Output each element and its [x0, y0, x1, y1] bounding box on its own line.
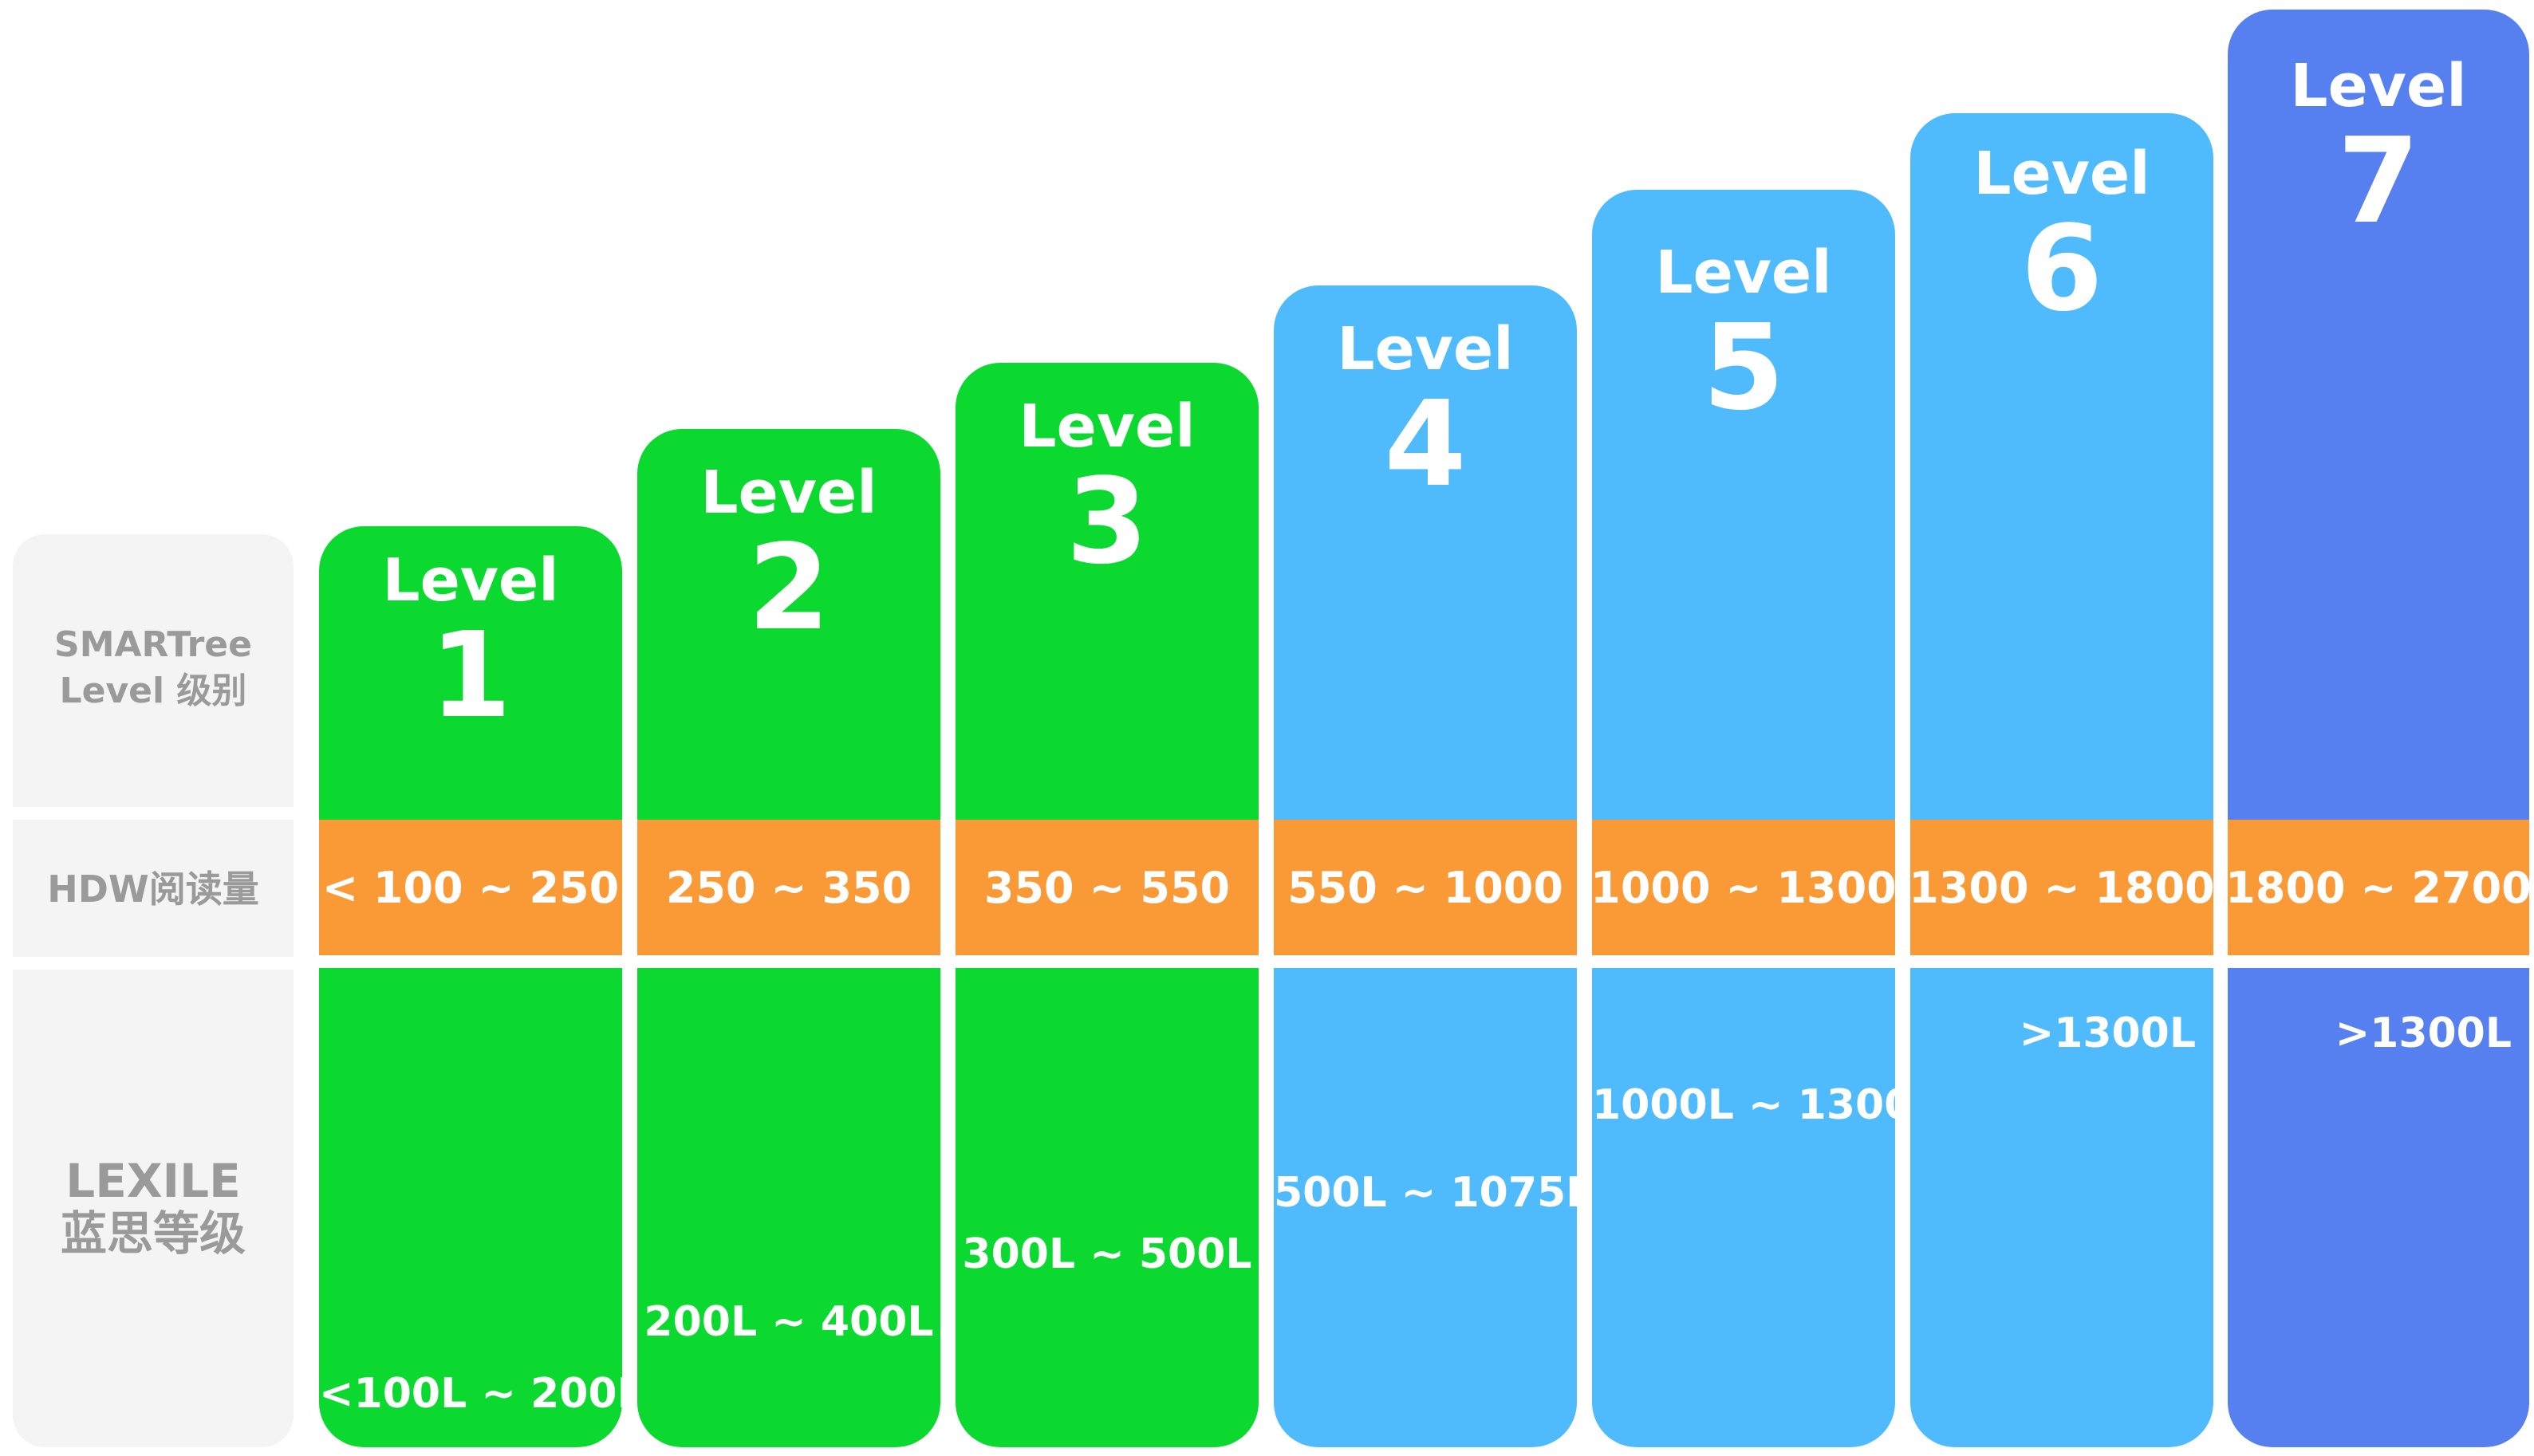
hdw-range-band: 550 ~ 1000	[1274, 820, 1577, 955]
smartree-label-line2: Level 级别	[59, 671, 247, 711]
lexile-range: <100L ~ 200L	[319, 1370, 622, 1418]
lexile-label-line1: LEXILE	[65, 1154, 241, 1208]
band-gap	[1274, 955, 1577, 968]
smartree-level-row-label: SMARTree Level 级别	[13, 622, 294, 714]
label-divider	[13, 957, 294, 970]
level-1-column: Level 1 < 100 ~ 250 <100L ~ 200L	[319, 526, 622, 1447]
level-number: 6	[2020, 200, 2103, 337]
hdw-label: HDW阅读量	[47, 868, 259, 911]
lexile-range: 1000L ~ 1300L	[1592, 1081, 1895, 1129]
hdw-range: 550 ~ 1000	[1287, 862, 1563, 913]
level-number: 1	[429, 607, 512, 744]
level-7-column: Level 7 1800 ~ 2700 >1300L	[2228, 10, 2529, 1447]
hdw-range: 1300 ~ 1800	[1910, 862, 2213, 913]
hdw-range: 350 ~ 550	[983, 862, 1231, 913]
level-4-column: Level 4 550 ~ 1000 500L ~ 1075L	[1274, 285, 1577, 1447]
hdw-range: < 100 ~ 250	[321, 862, 620, 913]
hdw-range-band: < 100 ~ 250	[319, 820, 622, 955]
lexile-range: 300L ~ 500L	[962, 1230, 1252, 1278]
hdw-range-band: 1000 ~ 1300	[1592, 820, 1895, 955]
band-gap	[1910, 955, 2213, 968]
band-gap	[637, 955, 940, 968]
hdw-range-band: 250 ~ 350	[637, 820, 940, 955]
level-number: 5	[1702, 299, 1785, 436]
level-number: 2	[747, 519, 830, 656]
band-gap	[956, 955, 1259, 968]
level-word: Level	[1655, 238, 1832, 307]
level-word: Level	[2290, 52, 2467, 120]
row-labels-panel	[13, 534, 294, 1447]
hdw-range: 1000 ~ 1300	[1592, 862, 1895, 913]
lexile-row-label: LEXILE 蓝思等级	[13, 1155, 294, 1260]
level-6-column: Level 6 1300 ~ 1800 >1300L	[1910, 113, 2213, 1447]
level-number: 7	[2337, 112, 2420, 250]
band-gap	[2228, 955, 2529, 968]
level-number: 4	[1384, 376, 1467, 513]
hdw-row-label: HDW阅读量	[13, 865, 294, 913]
hdw-range-band: 1800 ~ 2700	[2228, 820, 2529, 955]
lexile-range: >1300L	[2335, 1009, 2512, 1057]
hdw-range: 250 ~ 350	[665, 862, 912, 913]
band-gap	[319, 955, 622, 968]
lexile-label-line2: 蓝思等级	[60, 1206, 246, 1261]
hdw-range-band: 350 ~ 550	[956, 820, 1259, 955]
lexile-range: >1300L	[2019, 1009, 2196, 1057]
level-number: 3	[1066, 453, 1149, 590]
lexile-range: 200L ~ 400L	[644, 1298, 934, 1346]
level-word: Level	[1019, 392, 1196, 461]
level-word: Level	[1973, 140, 2150, 208]
hdw-range-band: 1300 ~ 1800	[1910, 820, 2213, 955]
smartree-label-line1: SMARTree	[54, 624, 252, 665]
level-word: Level	[700, 458, 877, 527]
level-2-column: Level 2 250 ~ 350 200L ~ 400L	[637, 429, 940, 1447]
hdw-range: 1800 ~ 2700	[2228, 862, 2529, 913]
label-divider	[13, 807, 294, 820]
level-5-column: Level 5 1000 ~ 1300 1000L ~ 1300L	[1592, 190, 1895, 1447]
lexile-range: 500L ~ 1075L	[1274, 1169, 1577, 1217]
band-gap	[1592, 955, 1895, 968]
level-3-column: Level 3 350 ~ 550 300L ~ 500L	[956, 363, 1259, 1447]
level-word: Level	[382, 546, 559, 615]
level-word: Level	[1337, 315, 1514, 384]
